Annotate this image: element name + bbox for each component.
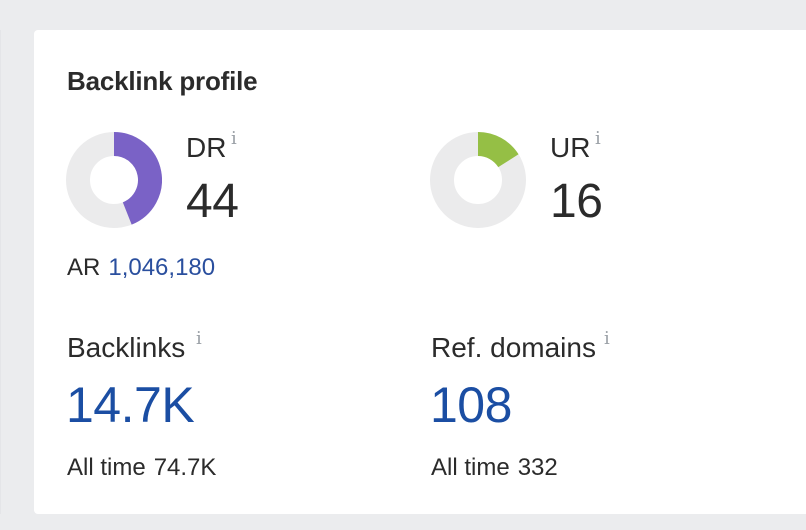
ur-info-icon[interactable]: i — [595, 128, 601, 149]
ar-value-link[interactable]: 1,046,180 — [108, 254, 216, 281]
backlinks-all-time: All time 74.7K — [67, 454, 216, 482]
ur-label: UR — [550, 132, 591, 163]
dr-info-icon[interactable]: i — [231, 128, 237, 149]
ar-row: AR 1,046,180 — [67, 254, 215, 282]
ref-domains-info-icon[interactable]: i — [604, 328, 610, 349]
dr-donut-fill — [113, 132, 162, 225]
ref-domains-label: Ref. domains — [431, 332, 596, 363]
backlinks-info-icon[interactable]: i — [196, 328, 202, 349]
dr-label: DR — [186, 132, 227, 163]
ur-value: 16 — [550, 175, 603, 228]
card-title: Backlink profile — [67, 66, 258, 96]
dr-value: 44 — [186, 175, 239, 228]
ar-label: AR — [67, 254, 101, 281]
backlink-profile-card: Backlink profile DR i 44 AR 1,046,180 UR … — [34, 30, 806, 514]
ref-domains-all-time: All time 332 — [431, 454, 558, 482]
dr-donut-chart — [66, 132, 162, 228]
ref-domains-all-time-value: 332 — [517, 454, 558, 481]
backlinks-all-time-value: 74.7K — [153, 454, 217, 481]
ref-domains-all-time-label: All time — [431, 454, 510, 481]
backlinks-label: Backlinks — [67, 332, 186, 363]
backlinks-value-link[interactable]: 14.7K — [66, 377, 195, 433]
ref-domains-value-link[interactable]: 108 — [430, 377, 512, 433]
backlinks-all-time-label: All time — [67, 454, 146, 481]
ur-donut-chart — [430, 132, 526, 228]
ur-donut-fill — [477, 132, 519, 168]
adjacent-card-edge — [0, 30, 1, 514]
